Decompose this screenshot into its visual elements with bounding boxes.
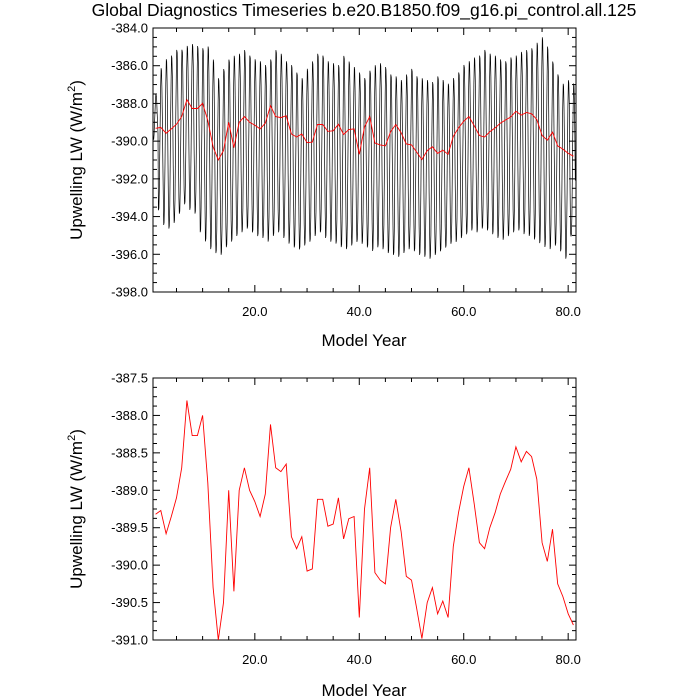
annual-series-line (155, 98, 574, 162)
y-axis-label-sup: 2 (66, 86, 78, 92)
x-tick-label: 20.0 (242, 304, 267, 319)
x-tick-labels: 20.0 40.0 60.0 80.0 (242, 304, 581, 319)
y-tick-labels: -387.5 -388.0 -388.5 -389.0 -389.5 -390.0 -390… (111, 371, 148, 648)
y-tick-label: -396.0 (111, 247, 148, 262)
y-tick-label: -388.0 (111, 96, 148, 111)
y-axis-label-main: Upwelling LW (W/m (67, 441, 86, 589)
y-axis-label: Upwelling LW (W/m2) (66, 429, 86, 589)
y-tick-label: -390.5 (111, 595, 148, 610)
top-panel: 20.0 40.0 60.0 80.0 -384.0 -386.0 -388.0 -390.… (66, 21, 581, 351)
y-tick-labels: -384.0 -386.0 -388.0 -390.0 -392.0 -394.0 -396… (111, 21, 148, 300)
x-tick-label: 40.0 (347, 304, 372, 319)
x-tick-label: 80.0 (556, 304, 581, 319)
y-axis-label-close: ) (67, 80, 86, 86)
x-axis-label: Model Year (321, 681, 406, 700)
y-axis-label-sup: 2 (66, 435, 78, 441)
y-tick-label: -390.0 (111, 134, 148, 149)
x-tick-label: 60.0 (451, 652, 476, 667)
y-tick-label: -391.0 (111, 633, 148, 648)
annual-series-line (155, 400, 574, 641)
monthly-series-line (153, 37, 576, 259)
y-tick-label: -388.0 (111, 408, 148, 423)
y-tick-label: -384.0 (111, 21, 148, 36)
y-tick-label: -389.5 (111, 520, 148, 535)
x-tick-label: 60.0 (451, 304, 476, 319)
axis-ticks (153, 377, 576, 641)
y-tick-label: -386.0 (111, 58, 148, 73)
x-axis-label: Model Year (321, 331, 406, 350)
x-tick-label: 40.0 (347, 652, 372, 667)
x-tick-label: 80.0 (556, 652, 581, 667)
y-tick-label: -394.0 (111, 209, 148, 224)
y-axis-label-main: Upwelling LW (W/m (67, 92, 86, 240)
bottom-panel: 20.0 40.0 60.0 80.0 -387.5 -388.0 -388.5 -389.… (66, 371, 581, 700)
y-tick-label: -392.0 (111, 171, 148, 186)
y-tick-label: -398.0 (111, 285, 148, 300)
x-tick-labels: 20.0 40.0 60.0 80.0 (242, 652, 581, 667)
x-tick-label: 20.0 (242, 652, 267, 667)
y-tick-label: -390.0 (111, 558, 148, 573)
y-tick-label: -387.5 (111, 371, 148, 386)
y-axis-label-close: ) (67, 429, 86, 435)
y-tick-label: -388.5 (111, 445, 148, 460)
y-axis-label: Upwelling LW (W/m2) (66, 80, 86, 240)
y-tick-label: -389.0 (111, 483, 148, 498)
chart-title: Global Diagnostics Timeseries b.e20.B185… (92, 0, 637, 21)
